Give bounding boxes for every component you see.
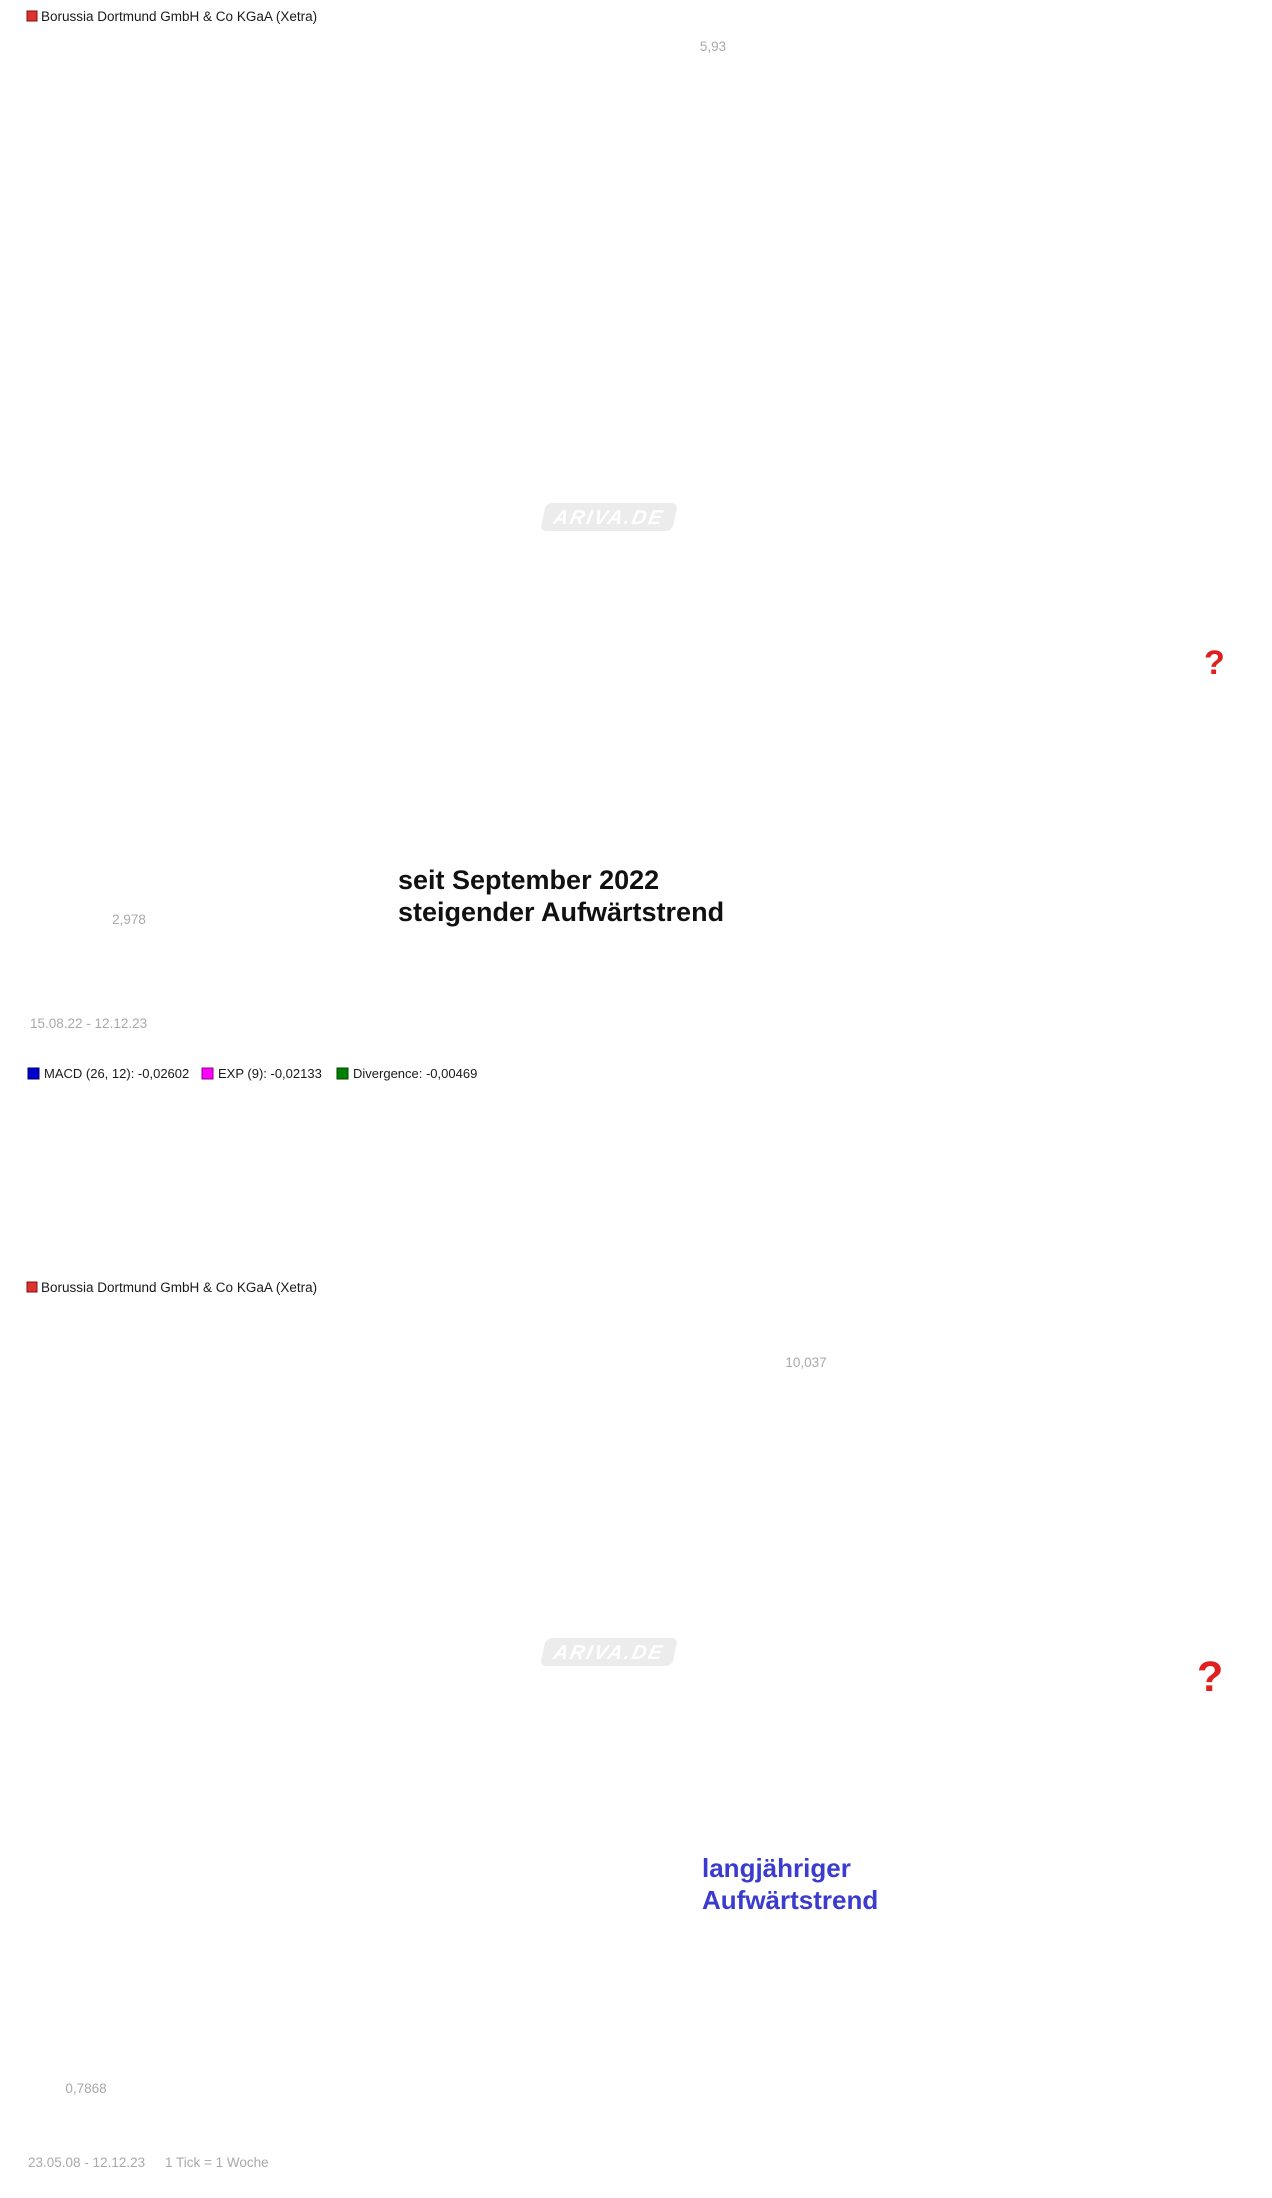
weekly-annotation-line1: langjähriger	[702, 1853, 851, 1883]
weekly-tick-unit-label: 1 Tick = 1 Woche	[165, 2155, 269, 2170]
macd-legend-label: MACD (26, 12): -0,02602	[44, 1066, 189, 1081]
daily-period-label: 15.08.22 - 12.12.23	[30, 1016, 147, 1031]
exp-legend-swatch	[201, 1067, 214, 1080]
daily-annotation-line2: steigender Aufwärtstrend	[398, 897, 724, 927]
daily-question-mark: ?	[1204, 644, 1225, 682]
weekly-period-label: 23.05.08 - 12.12.23	[28, 2155, 145, 2170]
daily-high-value-label: 5,93	[700, 39, 726, 54]
exp-legend-label: EXP (9): -0,02133	[218, 1066, 322, 1081]
weekly-low-value-label: 0,7868	[65, 2081, 106, 2096]
watermark-background	[541, 1638, 677, 1666]
weekly-chart-title: Borussia Dortmund GmbH & Co KGaA (Xetra)	[41, 1280, 317, 1295]
divergence-legend-swatch	[336, 1067, 349, 1080]
watermark-background	[541, 503, 677, 531]
weekly-high-value-label: 10,037	[785, 1355, 826, 1370]
daily-low-value-label: 2,978	[112, 912, 146, 927]
macd-legend-swatch	[27, 1067, 40, 1080]
watermark-text: ARIVA.DE	[550, 507, 666, 529]
watermark-badge-daily: ARIVA.DE	[541, 503, 677, 531]
weekly-question-mark: ?	[1197, 1653, 1223, 1701]
instrument-legend-swatch	[26, 1281, 38, 1293]
divergence-legend-label: Divergence: -0,00469	[353, 1066, 477, 1081]
daily-chart-title: Borussia Dortmund GmbH & Co KGaA (Xetra)	[41, 9, 317, 24]
weekly-annotation-line2: Aufwärtstrend	[702, 1885, 878, 1915]
daily-annotation-line1: seit September 2022	[398, 865, 659, 895]
instrument-legend-swatch	[26, 10, 38, 22]
watermark-text: ARIVA.DE	[550, 1642, 666, 1664]
watermark-badge-weekly: ARIVA.DE	[541, 1638, 677, 1666]
